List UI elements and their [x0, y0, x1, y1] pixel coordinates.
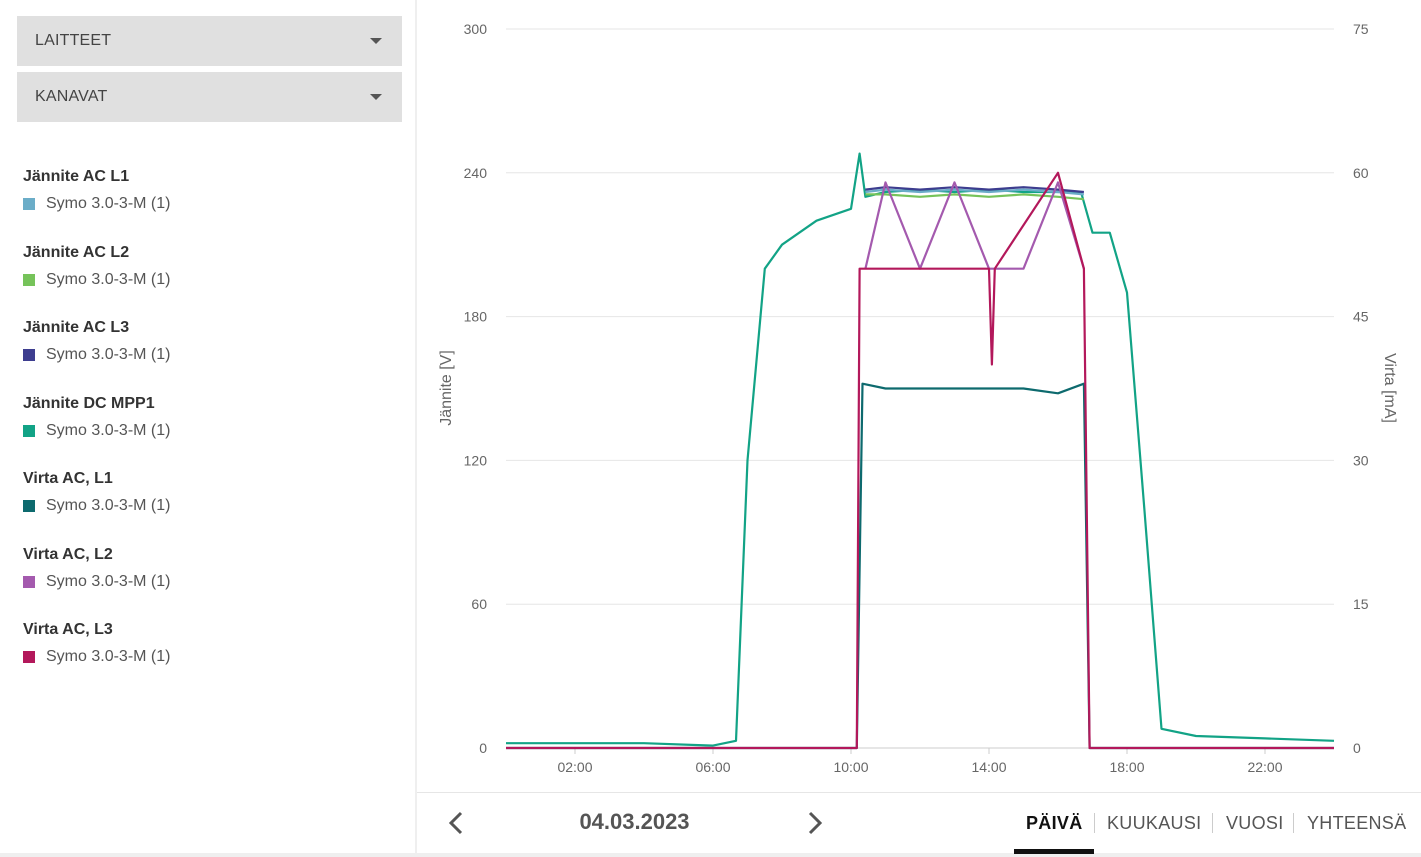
legend-group-current-l1: Virta AC, L1 Symo 3.0-3-M (1) [23, 468, 170, 544]
y2-tick-label: 15 [1353, 596, 1369, 612]
grid-layer [506, 28, 1334, 754]
y-tick-label: 300 [464, 21, 488, 37]
legend-title: Jännite AC L2 [23, 243, 130, 261]
tab-separator [1212, 813, 1213, 833]
y2-tick-label: 30 [1353, 452, 1369, 468]
tab-separator [1293, 813, 1294, 833]
sidebar: LAITTEET KANAVAT Jännite AC L1 Symo 3.0-… [0, 0, 415, 853]
legend-group-ac-l2: Jännite AC L2 Symo 3.0-3-M (1) [23, 242, 170, 318]
line-chart: 0 60 120 180 240 300 0 15 30 45 60 75 02:00 06:00 10:0… [438, 21, 1398, 775]
legend-group-current-l2: Virta AC, L2 Symo 3.0-3-M (1) [23, 544, 170, 620]
legend-item[interactable]: Symo 3.0-3-M (1) [23, 417, 170, 445]
legend-item-label: Symo 3.0-3-M (1) [46, 346, 171, 363]
legend-title: Virta AC, L2 [23, 545, 113, 563]
chevron-down-icon [370, 94, 382, 100]
previous-day-button[interactable] [441, 805, 471, 841]
y2-tick-label: 75 [1353, 21, 1369, 37]
legend-title: Jännite AC L1 [23, 168, 130, 185]
x-tick-label: 14:00 [971, 759, 1006, 775]
devices-dropdown[interactable]: LAITTEET [17, 16, 402, 66]
y-tick-label: 120 [464, 452, 488, 468]
chevron-down-icon [370, 38, 382, 44]
legend-item-label: Symo 3.0-3-M (1) [46, 270, 171, 288]
current-date[interactable]: 04.03.2023 [579, 809, 690, 834]
legend-swatch [23, 651, 35, 663]
x-tick-label: 10:00 [833, 759, 868, 775]
y-tick-label: 0 [479, 740, 487, 756]
series-line-2 [865, 186, 1085, 194]
tab-total[interactable]: YHTEENSÄ [1307, 813, 1407, 833]
tab-day[interactable]: PÄIVÄ [1026, 813, 1083, 833]
y2-axis-label: Virta [mA] [1381, 353, 1398, 423]
series-line-3 [506, 152, 1335, 747]
legend-swatch [23, 500, 35, 512]
tab-year[interactable]: VUOSI [1226, 813, 1284, 833]
x-tick-label: 06:00 [695, 759, 730, 775]
active-tab-indicator [1014, 849, 1094, 854]
y-axis-label: Jännite [V] [438, 350, 455, 426]
tab-separator [1094, 813, 1095, 833]
legend-title: Jännite DC MPP1 [23, 394, 155, 412]
y2-tick-label: 45 [1353, 309, 1369, 325]
tab-month[interactable]: KUUKAUSI [1107, 813, 1202, 833]
legend-group-ac-l3: Jännite AC L3 Symo 3.0-3-M (1) [23, 317, 170, 393]
y-tick-label: 240 [464, 165, 488, 181]
chart-panel: 0 60 120 180 240 300 0 15 30 45 60 75 02:00 06:00 10:0… [417, 0, 1421, 854]
series-line-6 [506, 171, 1334, 750]
legend-title: Virta AC, L1 [23, 470, 113, 487]
legend-swatch [23, 349, 35, 361]
y2-tick-label: 60 [1353, 165, 1369, 181]
y-tick-label: 180 [464, 309, 488, 325]
legend-swatch [23, 424, 35, 437]
legend-item[interactable]: Symo 3.0-3-M (1) [23, 190, 170, 218]
series-line-4 [506, 382, 1334, 750]
legend-item-label: Symo 3.0-3-M (1) [46, 195, 171, 212]
legend-item-label: Symo 3.0-3-M (1) [46, 497, 171, 514]
chevron-left-icon [448, 811, 463, 835]
y-tick-label: 60 [471, 596, 487, 612]
legend-group-current-l3: Virta AC, L3 Symo 3.0-3-M (1) [23, 619, 170, 695]
legend-swatch [23, 198, 35, 210]
series-line-0 [865, 188, 1085, 196]
legend-item-label: Symo 3.0-3-M (1) [46, 572, 171, 590]
date-navigation-bar: 04.03.2023 PÄIVÄ KUUKAUSI VUOSI YHTEENSÄ [417, 792, 1421, 854]
legend-title: Jännite AC L3 [23, 319, 130, 336]
series-line-5 [864, 181, 1085, 270]
legend-item[interactable]: Symo 3.0-3-M (1) [23, 568, 170, 596]
legend-item-label: Symo 3.0-3-M (1) [46, 421, 171, 439]
legend-item[interactable]: Symo 3.0-3-M (1) [23, 492, 170, 520]
y2-tick-label: 0 [1353, 740, 1361, 756]
x-tick-label: 22:00 [1247, 759, 1282, 775]
legend-group-dc-mpp1: Jännite DC MPP1 Symo 3.0-3-M (1) [23, 393, 170, 469]
channels-dropdown[interactable]: KANAVAT [17, 72, 402, 122]
legend-swatch [23, 273, 35, 286]
next-day-button[interactable] [800, 805, 830, 841]
series-layer [506, 152, 1335, 750]
devices-dropdown-label: LAITTEET [35, 32, 112, 49]
legend-item-label: Symo 3.0-3-M (1) [46, 648, 171, 665]
legend-item[interactable]: Symo 3.0-3-M (1) [23, 266, 170, 294]
legend-item[interactable]: Symo 3.0-3-M (1) [23, 643, 170, 671]
legend-title: Virta AC, L3 [23, 621, 113, 638]
chart-legend: Jännite AC L1 Symo 3.0-3-M (1) Jännite A… [23, 166, 170, 695]
chevron-right-icon [808, 811, 823, 835]
x-tick-label: 02:00 [557, 759, 592, 775]
legend-item[interactable]: Symo 3.0-3-M (1) [23, 341, 170, 369]
tick-layer: 0 60 120 180 240 300 0 15 30 45 60 75 02:00 06:00 10:0… [464, 21, 1369, 775]
legend-swatch [23, 575, 35, 588]
legend-group-ac-l1: Jännite AC L1 Symo 3.0-3-M (1) [23, 166, 170, 242]
channels-dropdown-label: KANAVAT [35, 88, 108, 105]
x-tick-label: 18:00 [1109, 759, 1144, 775]
